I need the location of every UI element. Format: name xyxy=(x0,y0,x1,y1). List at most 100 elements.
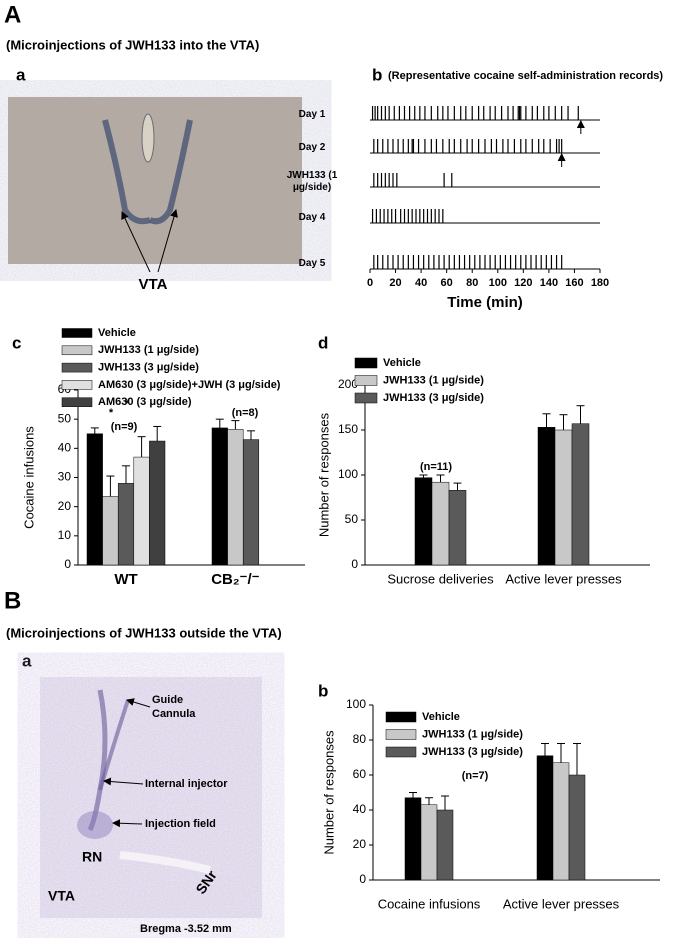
panel-letter: c xyxy=(12,333,21,352)
x-tick-label: 60 xyxy=(441,277,453,289)
row-label-box: JWH133 (1 μg/side) xyxy=(286,170,338,193)
x-tick-label: Cocaine infusions xyxy=(378,896,481,911)
image-label: Internal injector xyxy=(145,778,228,790)
x-tick-label: CB₂⁻/⁻ xyxy=(211,571,259,588)
y-tick-label: 100 xyxy=(346,697,366,711)
y-tick-label: 40 xyxy=(353,802,367,816)
histology-image xyxy=(40,677,262,918)
bar xyxy=(133,456,150,566)
x-tick-label: 80 xyxy=(466,277,478,289)
x-tick-label: Sucrose deliveries xyxy=(387,571,494,586)
section-letter: B xyxy=(4,587,21,614)
bar xyxy=(420,804,438,881)
legend-label: Vehicle xyxy=(422,711,460,723)
panel-letter: b xyxy=(372,65,382,84)
bar xyxy=(227,429,244,566)
bar xyxy=(448,490,467,566)
chart-title: (Representative cocaine self-administrat… xyxy=(388,70,663,82)
x-tick-label: 20 xyxy=(389,277,401,289)
y-axis-title: Number of responses xyxy=(321,730,336,855)
section-heading: (Microinjections of JWH133 into the VTA) xyxy=(6,37,259,52)
bar xyxy=(404,797,422,881)
x-tick-label: 0 xyxy=(367,277,373,289)
y-tick-label: 0 xyxy=(351,557,358,571)
legend-swatch xyxy=(61,345,93,356)
image-caption: Bregma -3.52 mm xyxy=(140,923,232,935)
bar xyxy=(117,483,135,566)
row-label: Day 2 xyxy=(298,142,326,153)
legend-label: JWH133 (3 μg/side) xyxy=(422,746,523,758)
histology-image xyxy=(8,97,302,264)
row-label: Day 4 xyxy=(298,212,326,223)
bar xyxy=(211,427,228,566)
row-label: JWH133 (1 μg/side) xyxy=(286,170,338,193)
panel-letter: d xyxy=(318,333,328,352)
y-tick-label: 150 xyxy=(338,422,358,436)
annotation: (n=7) xyxy=(462,770,489,782)
row-label-box: Day 4 xyxy=(298,212,326,223)
x-tick-label: WT xyxy=(114,571,137,588)
bar xyxy=(537,427,556,566)
legend-label: JWH133 (1 μg/side) xyxy=(383,374,484,386)
bar xyxy=(242,439,260,566)
legend-label: JWH133 (3 μg/side) xyxy=(98,362,199,374)
image-label: VTA xyxy=(139,276,168,293)
legend-label: AM630 (3 μg/side)+JWH (3 μg/side) xyxy=(98,379,281,391)
x-tick-label: 40 xyxy=(415,277,427,289)
bar xyxy=(554,429,573,566)
y-tick-label: 60 xyxy=(353,767,367,781)
annotation: (n=11) xyxy=(420,461,452,473)
legend-label: AM630 (3 μg/side) xyxy=(98,396,192,408)
panel-letter: a xyxy=(16,65,26,84)
x-tick-label: Active lever presses xyxy=(503,896,620,911)
y-axis-title: Cocaine infusions xyxy=(21,426,36,529)
x-tick-label: Active lever presses xyxy=(505,571,622,586)
legend-swatch xyxy=(61,380,93,390)
arrow xyxy=(112,819,143,828)
y-tick-label: 30 xyxy=(58,470,72,484)
section-heading: (Microinjections of JWH133 outside the V… xyxy=(6,625,282,640)
y-tick-label: 50 xyxy=(345,512,359,526)
legend-swatch xyxy=(385,746,417,758)
bar xyxy=(86,433,103,566)
legend-swatch xyxy=(61,397,93,407)
arrow xyxy=(121,211,151,273)
y-tick-label: 80 xyxy=(353,732,367,746)
x-tick-label: 120 xyxy=(514,277,532,289)
legend-swatch xyxy=(354,375,378,386)
arrow xyxy=(126,698,151,708)
section-letter: A xyxy=(4,1,21,28)
legend-label: Vehicle xyxy=(383,357,421,369)
image-label: Cannula xyxy=(152,708,196,720)
y-tick-label: 20 xyxy=(353,837,367,851)
legend-label: JWH133 (1 μg/side) xyxy=(422,728,523,740)
y-tick-label: 50 xyxy=(58,411,72,425)
panel-letter: a xyxy=(22,651,32,670)
y-tick-label: 10 xyxy=(58,528,72,542)
legend-label: JWH133 (1 μg/side) xyxy=(98,344,199,356)
annotation: * xyxy=(125,398,130,410)
bar xyxy=(149,440,166,566)
bar xyxy=(414,477,433,566)
y-tick-label: 0 xyxy=(64,557,71,571)
y-tick-label: 100 xyxy=(338,467,358,481)
image-label: Guide xyxy=(152,694,183,706)
legend-swatch xyxy=(61,328,93,338)
image-label: VTA xyxy=(48,888,75,904)
image-label: RN xyxy=(82,849,102,865)
bar xyxy=(571,423,590,566)
annotation: (n=8) xyxy=(232,407,259,419)
bar xyxy=(102,496,119,566)
bar xyxy=(568,774,586,881)
annotation: (n=9) xyxy=(111,421,138,433)
legend-swatch xyxy=(354,357,378,369)
legend-swatch xyxy=(385,711,417,723)
legend-label: Vehicle xyxy=(98,327,136,339)
y-tick-label: 0 xyxy=(359,872,366,886)
x-tick-label: 100 xyxy=(489,277,507,289)
row-label: Day 5 xyxy=(298,258,326,269)
bar xyxy=(431,481,450,566)
x-axis-title: Time (min) xyxy=(447,294,523,311)
row-label: Day 1 xyxy=(298,109,326,120)
